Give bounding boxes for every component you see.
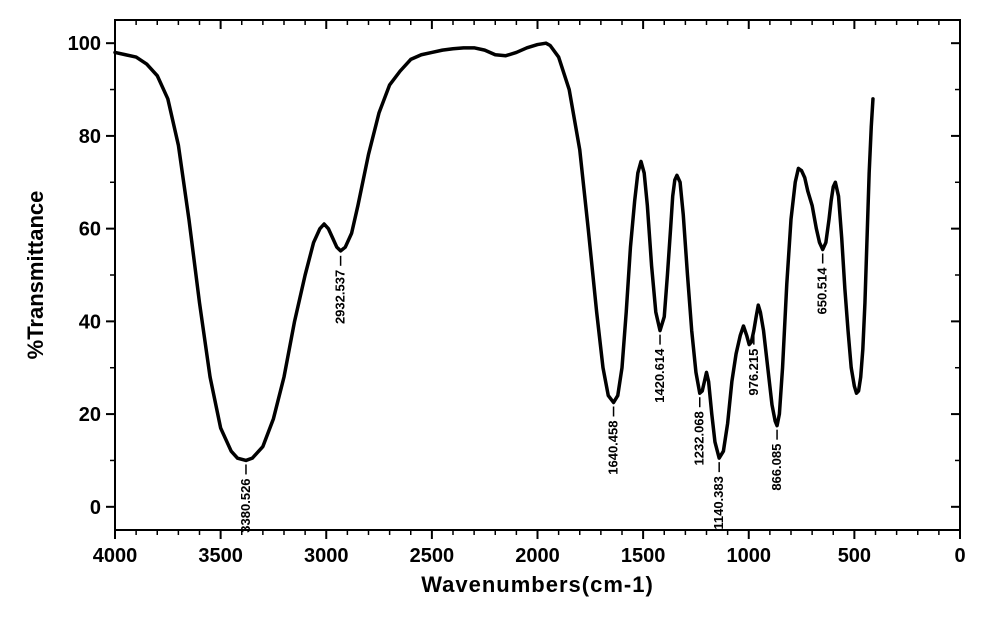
- chart-svg: 0 500 1000 1500 2000 2500 3000 3500 4000 0 20 40 60 8…: [0, 0, 1000, 619]
- y-tick-label: 0: [90, 497, 101, 519]
- x-axis-label: Wavenumbers(cm-1): [421, 572, 654, 597]
- x-tick-label: 2000: [515, 545, 560, 567]
- x-tick-label: 1500: [621, 545, 666, 567]
- peak-label: 1420.614: [652, 348, 667, 403]
- x-tick-label: 500: [838, 545, 871, 567]
- peak-label: 1640.458: [606, 421, 621, 475]
- plot-frame: [115, 20, 960, 530]
- peak-label: 650.514: [815, 267, 830, 315]
- y-tick-label: 40: [79, 311, 101, 333]
- spectrum-line: [115, 43, 873, 460]
- x-tick-label: 1000: [727, 545, 772, 567]
- y-axis-label: %Transmittance: [23, 191, 48, 360]
- y-tick-label: 80: [79, 126, 101, 148]
- x-tick-label: 3000: [304, 545, 349, 567]
- x-tick-label: 4000: [93, 545, 138, 567]
- x-tick-label: 2500: [410, 545, 455, 567]
- y-tick-label: 20: [79, 404, 101, 426]
- peak-label: 2932.537: [333, 270, 348, 324]
- peak-label: 1232.068: [692, 411, 707, 465]
- y-tick-label: 100: [68, 33, 101, 55]
- spectrum-chart: 0 500 1000 1500 2000 2500 3000 3500 4000 0 20 40 60 8…: [0, 0, 1000, 619]
- y-tick-label: 60: [79, 219, 101, 241]
- x-tick-label: 3500: [198, 545, 243, 567]
- peak-label: 1140.383: [711, 476, 726, 530]
- peak-label: 976.215: [746, 349, 761, 396]
- x-tick-label: 0: [954, 545, 965, 567]
- peak-label: 3380.526: [238, 478, 253, 532]
- peak-label: 866.085: [769, 444, 784, 491]
